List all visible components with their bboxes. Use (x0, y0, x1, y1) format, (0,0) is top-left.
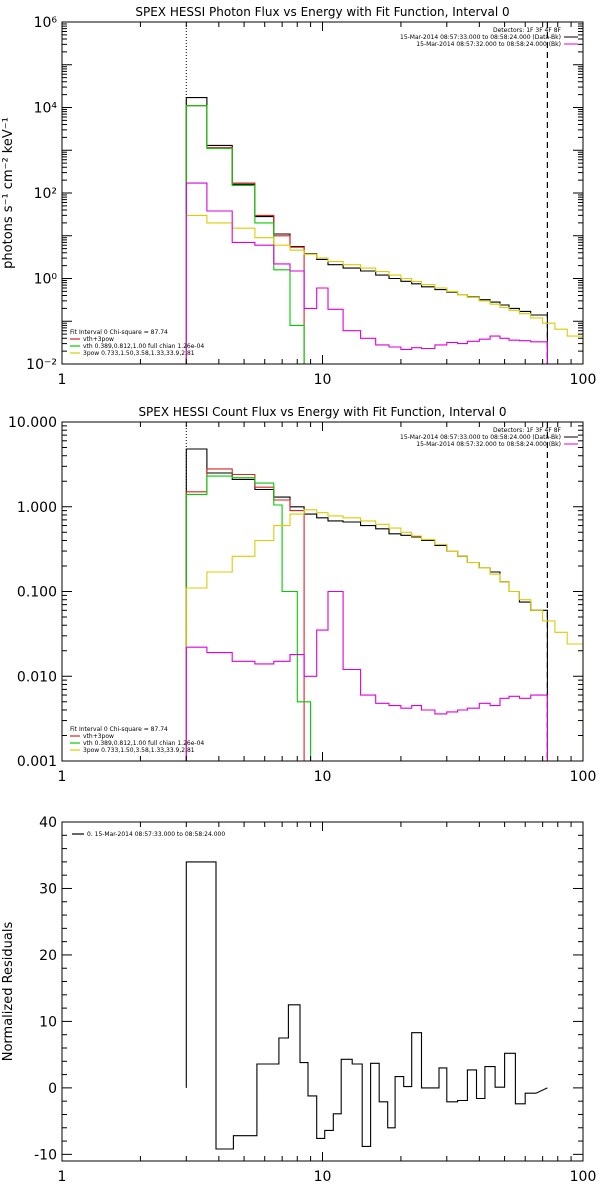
y-tick-label: 0.100 (17, 585, 57, 601)
y-tick-label: 10⁶ (34, 15, 58, 31)
legend-entry: 3pow 0.733,1.50,3.58,1.33,33.9,2.81 (83, 350, 195, 357)
legend: Fit Interval 0 Chi-square = 87.74vth+3po… (70, 329, 204, 357)
x-tick-label: 100 (570, 1169, 597, 1185)
y-tick-label: 40 (39, 815, 57, 831)
y-axis-label: Normalized Residuals (1, 922, 16, 1062)
header-line: 15-Mar-2014 08:57:32.000 to 08:58:24.000… (416, 41, 561, 48)
y-axis-2: -10 0 10 20 30 40 (34, 815, 583, 1163)
x-tick-label: 10 (314, 769, 332, 785)
plot-area-1 (185, 422, 583, 761)
y-axis-0: 10⁻² 10⁰ 10² 10⁴ 10⁶ (26, 15, 583, 373)
y-tick-label: 0 (48, 1081, 57, 1097)
series-line-vth (185, 475, 324, 761)
x-axis-0: 1 10 100 (58, 22, 597, 388)
chart-title: SPEX HESSI Photon Flux vs Energy with Fi… (135, 5, 509, 19)
x-tick-label: 10 (314, 372, 332, 388)
header-line: 15-Mar-2014 08:57:32.000 to 08:58:24.000… (416, 441, 561, 448)
legend: Fit Interval 0 Chi-square = 87.74vth+3po… (70, 726, 204, 754)
chart-panel-2: 1 10 100 -10 0 10 20 30 40 Normalized Residuals 0.… (1, 815, 596, 1185)
header-line: Detectors: 1F 3F 4F 8F (493, 427, 562, 434)
legend-entry: 3pow 0.733,1.50,3.58,1.33,33.9,2.81 (83, 747, 195, 754)
y-tick-label: 10 (39, 1014, 57, 1030)
y-axis-label: photons s⁻¹ cm⁻² keV⁻¹ (1, 117, 16, 269)
series-line-0-15-mar-2014-08-57-33-000-to-08-58-24-000 (185, 861, 548, 1150)
y-tick-label: 10.000 (8, 415, 57, 431)
y-tick-label: -10 (34, 1147, 57, 1163)
x-tick-label: 100 (570, 769, 597, 785)
header-line: Detectors: 1F 3F 4F 8F (493, 27, 562, 34)
y-tick-label: 0.010 (17, 669, 57, 685)
y-tick-label: 10⁰ (34, 272, 58, 288)
chart-panel-0: 1 10 100 10⁻² 10⁰ 10² 10⁴ 10⁶ SPEX HESSI Photon … (1, 5, 596, 388)
header-line: 15-Mar-2014 08:57:33.000 to 08:58:24.000… (400, 34, 561, 41)
y-tick-label: 10² (34, 186, 57, 202)
x-axis-2: 1 10 100 (58, 822, 597, 1185)
legend-entry: 0. 15-Mar-2014 08:57:33.000 to 08:58:24.… (87, 831, 225, 838)
x-tick-label: 1 (58, 1169, 67, 1185)
series-line-bk (185, 182, 548, 364)
plot-area-2 (185, 861, 548, 1150)
legend-entry: vth 0.389,0.812,1.00 full chian 1.26e-04 (83, 343, 204, 350)
legend-header: Fit Interval 0 Chi-square = 87.74 (70, 726, 168, 733)
y-tick-label: 10⁻² (26, 357, 57, 373)
chart-panel-1: 1 10 100 0.001 0.010 0.100 1.000 10.000 SPEX HES… (8, 405, 596, 785)
legend-entry: vth+3pow (83, 733, 114, 740)
x-tick-label: 1 (58, 372, 67, 388)
y-tick-label: 20 (39, 948, 57, 964)
legend-entry: vth 0.389,0.812,1.00 full chian 1.26e-04 (83, 740, 204, 747)
chart-title: SPEX HESSI Count Flux vs Energy with Fit… (138, 405, 506, 419)
series-line-bk (185, 590, 548, 761)
y-tick-label: 30 (39, 881, 57, 897)
legend-header: Fit Interval 0 Chi-square = 87.74 (70, 329, 168, 336)
y-tick-label: 0.001 (17, 754, 57, 770)
y-axis-1: 0.001 0.010 0.100 1.000 10.000 (8, 415, 583, 770)
y-tick-label: 10⁴ (34, 101, 58, 117)
x-axis-1: 1 10 100 (58, 422, 597, 785)
legend-entry: vth+3pow (83, 336, 114, 343)
x-tick-label: 100 (570, 372, 597, 388)
legend: 0. 15-Mar-2014 08:57:33.000 to 08:58:24.… (72, 831, 225, 838)
header-line: 15-Mar-2014 08:57:33.000 to 08:58:24.000… (400, 434, 561, 441)
series-line-3pow (185, 509, 583, 761)
y-tick-label: 1.000 (17, 500, 57, 516)
x-tick-label: 10 (314, 1169, 332, 1185)
x-tick-label: 1 (58, 769, 67, 785)
plot-area-0 (185, 22, 583, 364)
series-line-3pow (185, 214, 583, 364)
